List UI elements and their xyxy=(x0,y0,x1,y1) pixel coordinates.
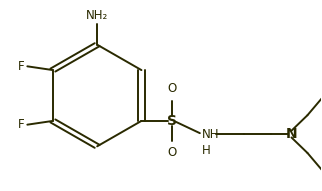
Text: N: N xyxy=(286,127,297,141)
Text: O: O xyxy=(167,83,176,96)
Text: O: O xyxy=(167,146,176,159)
Text: NH₂: NH₂ xyxy=(86,9,108,22)
Text: H: H xyxy=(202,144,210,157)
Text: F: F xyxy=(17,60,24,73)
Text: F: F xyxy=(17,118,24,131)
Text: NH: NH xyxy=(202,128,220,141)
Text: S: S xyxy=(167,114,177,128)
